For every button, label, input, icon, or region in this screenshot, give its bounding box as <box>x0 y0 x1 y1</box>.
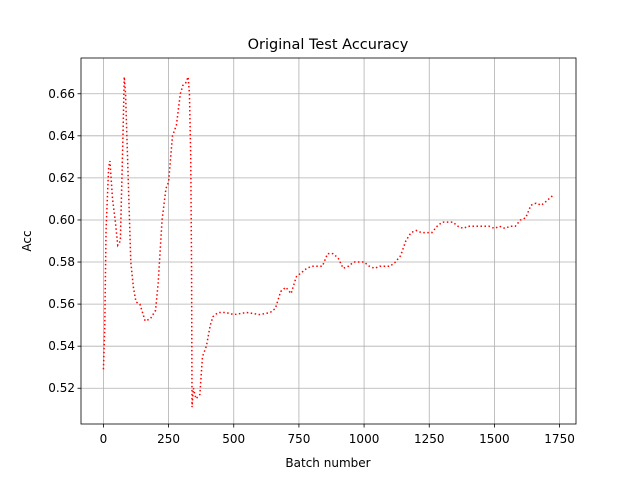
y-tick-label: 0.52 <box>48 381 75 395</box>
y-tick-label: 0.64 <box>48 129 75 143</box>
y-tick-label: 0.54 <box>48 339 75 353</box>
x-tick-label: 500 <box>222 432 245 446</box>
y-tick-label: 0.56 <box>48 297 75 311</box>
x-tick-label: 1000 <box>349 432 380 446</box>
x-tick-label: 0 <box>100 432 108 446</box>
x-tick-label: 750 <box>287 432 310 446</box>
x-tick-label: 1500 <box>479 432 510 446</box>
x-axis-label: Batch number <box>285 456 370 470</box>
data-line <box>102 76 555 408</box>
chart-title: Original Test Accuracy <box>248 37 409 53</box>
y-tick-label: 0.60 <box>48 213 75 227</box>
x-tick-label: 1750 <box>544 432 575 446</box>
x-tick-label: 250 <box>157 432 180 446</box>
y-tick-label: 0.62 <box>48 171 75 185</box>
plot-frame <box>80 57 577 425</box>
x-tick-label: 1250 <box>414 432 445 446</box>
y-tick-label: 0.58 <box>48 255 75 269</box>
y-axis-label: Acc <box>20 230 34 251</box>
y-tick-label: 0.66 <box>48 87 75 101</box>
